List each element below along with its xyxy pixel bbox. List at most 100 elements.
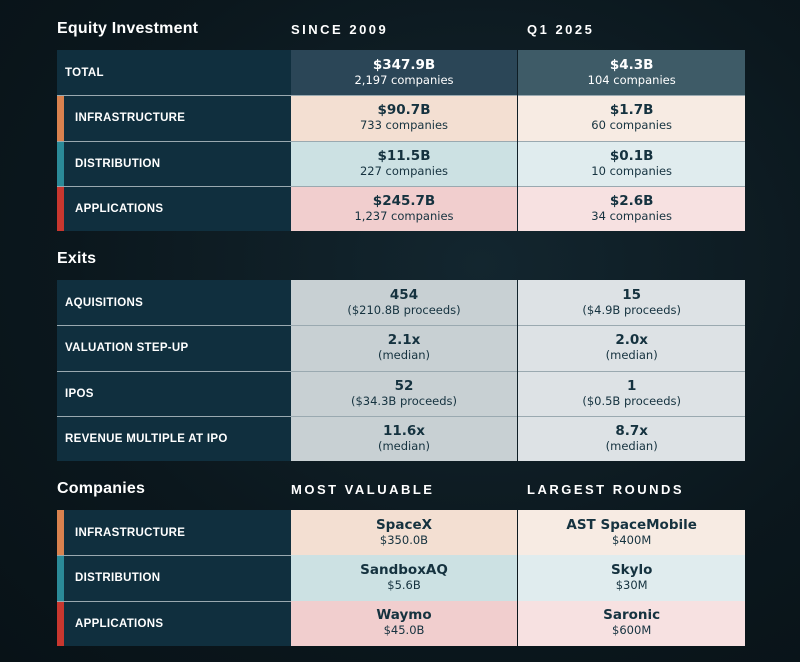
value-sub: 34 companies <box>591 209 673 224</box>
value-sub: (median) <box>377 439 431 454</box>
row-label: APPLICATIONS <box>57 600 291 646</box>
column-header: LARGEST ROUNDS <box>527 482 685 497</box>
table-row: DISTRIBUTION SandboxAQ $5.6B Skylo $30M <box>57 555 745 601</box>
value-cell: 52 ($34.3B proceeds) <box>290 370 518 416</box>
value-sub: ($34.3B proceeds) <box>351 393 458 408</box>
row-label: REVENUE MULTIPLE AT IPO <box>57 415 291 462</box>
column-header: Q1 2025 <box>527 22 595 37</box>
row-label-text: VALUATION STEP-UP <box>65 342 189 355</box>
value-main: Skylo <box>610 561 653 578</box>
row-label-text: IPOS <box>65 387 94 400</box>
row-label: INFRASTRUCTURE <box>57 510 291 556</box>
value-cell: $11.5B 227 companies <box>290 140 518 186</box>
value-sub: 10 companies <box>591 163 673 178</box>
row-label: APPLICATIONS <box>57 185 291 232</box>
value-main: $4.3B <box>609 56 654 73</box>
value-sub: $45.0B <box>383 623 425 638</box>
row-label-text: APPLICATIONS <box>75 617 164 630</box>
value-main: 52 <box>394 377 414 394</box>
value-cell: SandboxAQ $5.6B <box>290 555 518 601</box>
table-row: REVENUE MULTIPLE AT IPO 11.6x (median) 8.7x… <box>57 415 746 462</box>
value-sub: ($4.9B proceeds) <box>582 302 682 317</box>
table-row: INFRASTRUCTURE SpaceX $350.0B AST SpaceMobi… <box>57 510 745 556</box>
value-main: 454 <box>389 286 419 303</box>
section-equity-investment: Equity Investment SINCE 2009 Q1 2025 TOTAL $… <box>57 20 746 232</box>
value-main: $2.6B <box>609 193 654 210</box>
value-cell: $347.9B 2,197 companies <box>290 50 518 96</box>
value-sub: (median) <box>605 348 658 363</box>
value-cell: 1 ($0.5B proceeds) <box>518 370 746 416</box>
value-sub: (median) <box>377 348 431 363</box>
value-main: AST SpaceMobile <box>566 516 697 533</box>
value-main: Waymo <box>376 607 432 624</box>
column-header: MOST VALUABLE <box>291 482 435 497</box>
section-companies: Companies MOST VALUABLE LARGEST ROUNDS INFR… <box>57 480 745 646</box>
section-header: Exits <box>57 250 745 270</box>
value-cell: 11.6x (median) <box>290 415 518 462</box>
value-cell: $245.7B 1,237 companies <box>290 185 518 232</box>
value-main: $347.9B <box>372 56 436 73</box>
column-header: SINCE 2009 <box>291 22 389 37</box>
row-label: INFRASTRUCTURE <box>57 95 291 141</box>
value-main: 2.0x <box>615 332 648 349</box>
value-cell: SpaceX $350.0B <box>290 510 518 556</box>
value-sub: (median) <box>605 439 658 454</box>
table: AQUISITIONS 454 ($210.8B proceeds) 15 ($4.9B… <box>57 280 746 462</box>
value-main: SandboxAQ <box>360 561 448 578</box>
table-row: TOTAL $347.9B 2,197 companies $4.3B 104 comp… <box>57 50 746 96</box>
section-title: Exits <box>57 250 97 267</box>
value-sub: 227 companies <box>359 163 449 178</box>
section-exits: Exits AQUISITIONS 454 ($210.8B proceeds) 15(… <box>57 250 746 462</box>
value-cell: 2.0x (median) <box>518 325 746 371</box>
value-main: 11.6x <box>382 423 426 440</box>
value-sub: 733 companies <box>359 118 449 133</box>
section-header: Companies MOST VALUABLE LARGEST ROUNDS <box>57 480 745 500</box>
infrastructure-color-bar <box>57 96 64 141</box>
value-cell: Saronic $600M <box>518 600 745 646</box>
row-label: DISTRIBUTION <box>57 140 291 186</box>
table-row: DISTRIBUTION $11.5B 227 companies $0.1B 10 c… <box>57 140 745 186</box>
table-row: VALUATION STEP-UP 2.1x (median) 2.0x (median… <box>57 325 746 371</box>
value-sub: $30M <box>615 577 648 592</box>
value-sub: $400M <box>612 532 652 547</box>
value-main: 2.1x <box>387 332 421 349</box>
table: TOTAL $347.9B 2,197 companies $4.3B 104 comp… <box>57 50 746 232</box>
row-label-text: TOTAL <box>65 66 104 79</box>
value-sub: $350.0B <box>379 532 429 547</box>
row-label: IPOS <box>57 370 291 416</box>
value-main: SpaceX <box>375 516 433 533</box>
value-sub: ($210.8B proceeds) <box>347 302 461 317</box>
value-main: $245.7B <box>372 193 436 210</box>
table-row: AQUISITIONS 454 ($210.8B proceeds) 15 ($4.9B… <box>57 280 746 326</box>
value-cell: $4.3B 104 companies <box>518 50 746 96</box>
table-row: APPLICATIONS Waymo $45.0B Saronic $600M <box>57 600 745 646</box>
value-main: Saronic <box>603 607 661 624</box>
row-label-text: DISTRIBUTION <box>75 572 161 585</box>
row-label-text: INFRASTRUCTURE <box>75 526 186 539</box>
value-sub: 104 companies <box>587 72 676 87</box>
row-label: AQUISITIONS <box>57 280 291 326</box>
distribution-color-bar <box>57 141 64 186</box>
value-sub: $5.6B <box>387 577 421 592</box>
value-cell: $0.1B 10 companies <box>518 140 745 186</box>
value-cell: $90.7B 733 companies <box>290 95 518 141</box>
section-header: Equity Investment SINCE 2009 Q1 2025 <box>57 20 745 40</box>
value-cell: 2.1x (median) <box>290 325 518 371</box>
infrastructure-color-bar <box>57 510 64 556</box>
value-cell: Skylo $30M <box>518 555 745 601</box>
value-sub: ($0.5B proceeds) <box>582 393 682 408</box>
section-title: Companies <box>57 480 146 497</box>
value-cell: 8.7x (median) <box>518 415 746 462</box>
table: INFRASTRUCTURE SpaceX $350.0B AST SpaceMobi… <box>57 510 745 646</box>
value-main: $0.1B <box>609 147 654 164</box>
table-row: APPLICATIONS $245.7B 1,237 companies $2.6B 3… <box>57 185 745 232</box>
table-row: INFRASTRUCTURE $90.7B 733 companies $1.7B 60… <box>57 95 745 141</box>
row-label: TOTAL <box>57 50 291 96</box>
value-main: $11.5B <box>377 147 431 164</box>
row-label: DISTRIBUTION <box>57 555 291 601</box>
value-cell: Waymo $45.0B <box>290 600 518 646</box>
section-title: Equity Investment <box>57 20 199 37</box>
applications-color-bar <box>57 601 64 646</box>
value-main: $90.7B <box>377 102 431 119</box>
value-sub: $600M <box>612 623 652 638</box>
